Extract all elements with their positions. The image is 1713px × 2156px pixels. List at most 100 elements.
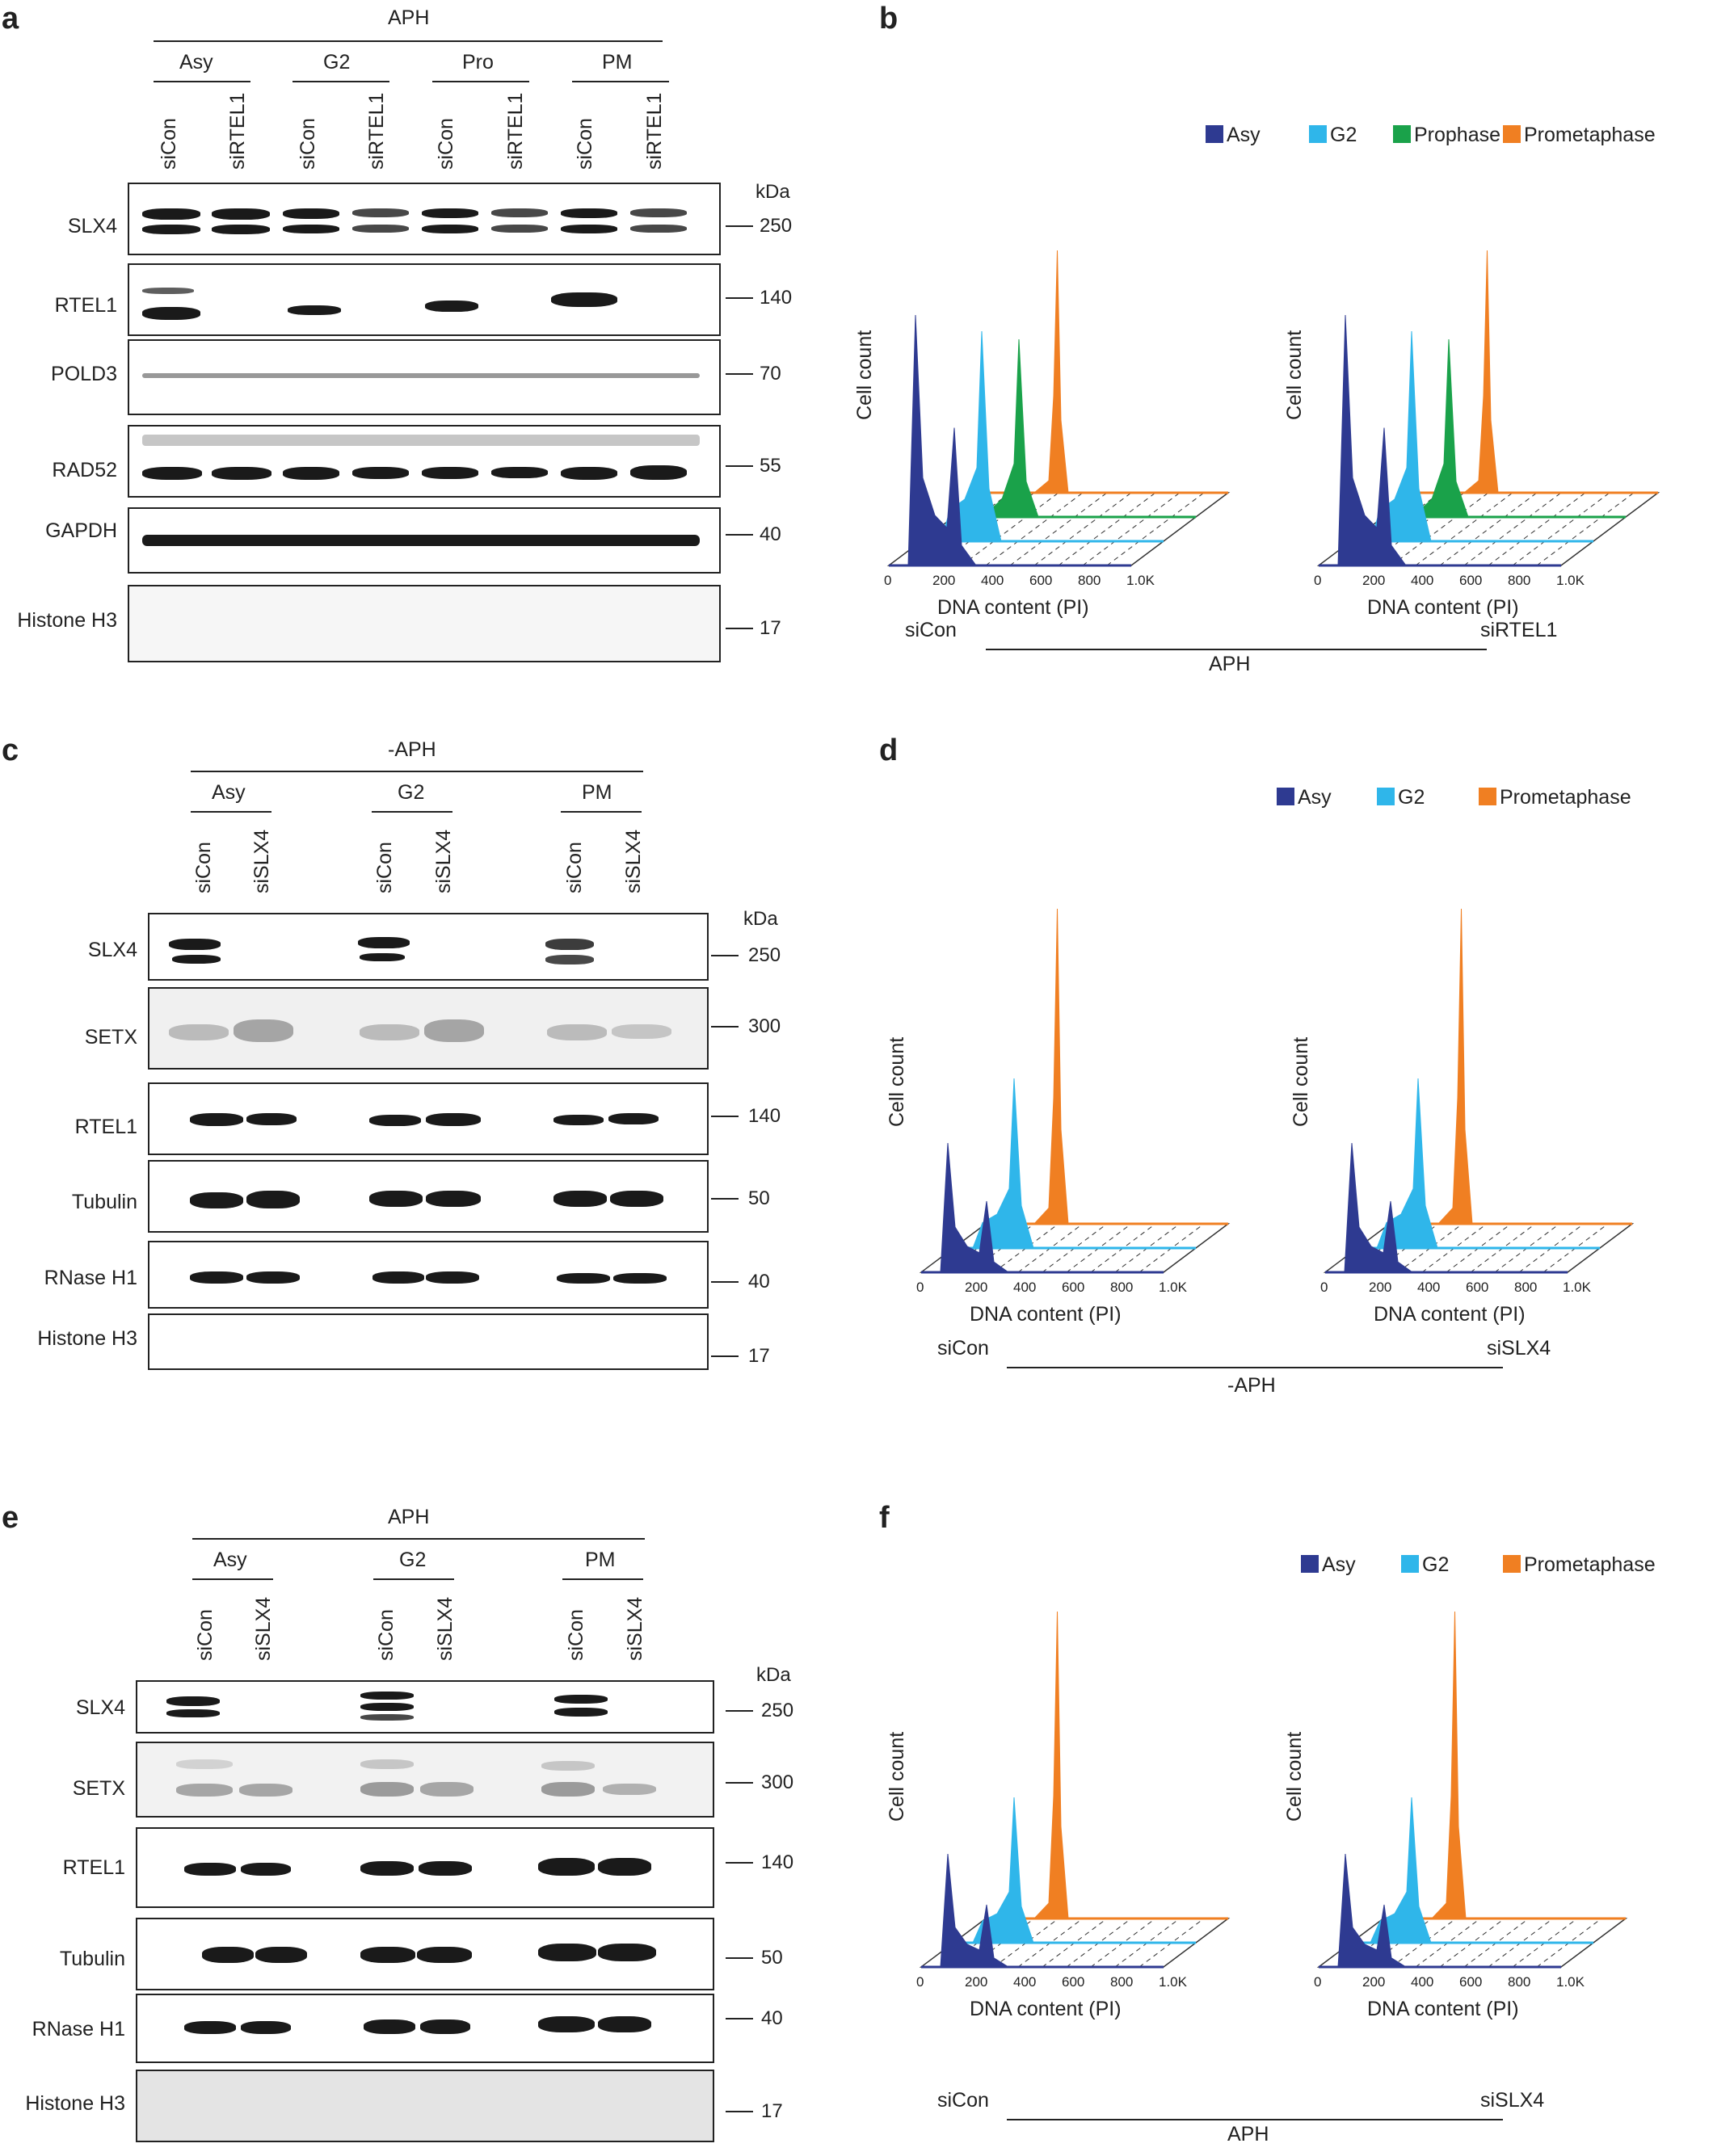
x-tick-label: 0 xyxy=(916,1280,924,1295)
panel-label: f xyxy=(879,1501,890,1535)
kda-tick xyxy=(726,628,753,629)
kda-value: 250 xyxy=(761,1700,794,1721)
condition-line xyxy=(154,40,663,42)
legend-swatch xyxy=(1377,788,1395,805)
x-tick-label: 400 xyxy=(1411,573,1433,588)
x-tick-label: 800 xyxy=(1514,1280,1537,1295)
x-tick-label: 800 xyxy=(1078,573,1101,588)
blot-histone-h3 xyxy=(136,2070,714,2142)
x-tick-label: 400 xyxy=(1411,1974,1433,1990)
group-line xyxy=(192,1578,273,1580)
grid-line xyxy=(1058,492,1156,566)
blot-tubulin xyxy=(136,1918,714,1990)
group-line xyxy=(432,81,529,82)
histogram-asy xyxy=(920,1853,1010,1968)
blot-slx4 xyxy=(128,183,721,255)
legend-label: Prometaphase xyxy=(1500,786,1631,809)
x-tick-label: 600 xyxy=(1062,1974,1084,1990)
row-label: SLX4 xyxy=(75,1696,125,1719)
x-tick-label: 0 xyxy=(1314,573,1321,588)
blot-tubulin xyxy=(148,1160,709,1233)
x-tick-label: 200 xyxy=(1362,573,1385,588)
x-tick-label: 0 xyxy=(1314,1974,1321,1990)
kda-tick xyxy=(711,1026,739,1028)
row-label: RAD52 xyxy=(52,459,117,481)
group-label: Pro xyxy=(462,51,494,74)
kda-value: 250 xyxy=(748,944,781,966)
grid-line xyxy=(1439,492,1538,566)
condition-line xyxy=(192,1538,645,1540)
lane-label: siRTEL1 xyxy=(643,92,666,170)
grid-line xyxy=(961,492,1059,566)
kda-tick xyxy=(711,1281,739,1283)
legend-swatch xyxy=(1393,125,1411,143)
kda-tick xyxy=(711,955,739,956)
lane-label: siRTEL1 xyxy=(504,92,527,170)
x-tick-label: 800 xyxy=(1110,1974,1133,1990)
kda-tick xyxy=(726,1710,753,1712)
row-label: SETX xyxy=(72,1777,125,1800)
legend-swatch xyxy=(1309,125,1327,143)
panel-label: e xyxy=(2,1501,19,1535)
group-line xyxy=(191,811,271,813)
flow-chart: Asy G2 Prometaphase 0 200 400 600 800 1.0K DNA co… xyxy=(886,1553,1656,2145)
sample-label: siCon xyxy=(905,619,957,641)
x-axis-label: DNA content (PI) xyxy=(970,1303,1122,1326)
x-tick-label: 400 xyxy=(981,573,1004,588)
panel-b: b Asy G2 Prophase Prometaphase 0 200 400 600 800… xyxy=(840,0,1713,703)
x-tick-label: 600 xyxy=(1459,573,1482,588)
row-label: RTEL1 xyxy=(54,294,117,317)
group-label: PM xyxy=(582,781,612,804)
grid-line xyxy=(1106,492,1205,566)
histogram-asy xyxy=(1318,1853,1408,1968)
x-tick-label: 200 xyxy=(1369,1280,1391,1295)
blot-rnase-h1 xyxy=(148,1241,709,1309)
x-tick-label: 600 xyxy=(1466,1280,1488,1295)
grid-line xyxy=(1391,492,1489,566)
panel-label: a xyxy=(2,2,19,36)
panel-label: d xyxy=(879,733,899,767)
flow-chart: Asy G2 Prophase Prometaphase 0 200 400 600 800 1.… xyxy=(853,124,1660,675)
grid-line xyxy=(1536,492,1635,566)
group-label: Asy xyxy=(212,781,246,804)
flow-chart: Asy G2 Prometaphase 0 200 400 600 800 1.0K DNA co… xyxy=(886,786,1635,1397)
group-label: Asy xyxy=(213,1549,247,1571)
sample-label: siSLX4 xyxy=(1487,1337,1551,1360)
x-tick-label: 1.0K xyxy=(1563,1280,1592,1295)
x-axis-label: DNA content (PI) xyxy=(1367,596,1519,619)
sample-label: siRTEL1 xyxy=(1480,619,1557,641)
condition-label: -APH xyxy=(1227,1374,1276,1397)
lane-label: siSLX4 xyxy=(432,829,455,893)
legend-label: G2 xyxy=(1422,1553,1449,1576)
lane-label: siCon xyxy=(192,842,215,893)
x-tick-label: 1.0K xyxy=(1556,573,1585,588)
x-axis-label: DNA content (PI) xyxy=(1374,1303,1526,1326)
histogram-prometaphase xyxy=(1463,250,1499,494)
legend-swatch xyxy=(1503,1555,1521,1573)
histogram-prometaphase xyxy=(1033,250,1069,494)
legend-label: Asy xyxy=(1227,124,1261,146)
kda-value: 250 xyxy=(760,215,793,237)
kda-value: 70 xyxy=(760,363,781,385)
y-axis-label: Cell count xyxy=(853,330,876,420)
blot-gapdh xyxy=(128,507,721,574)
kda-tick xyxy=(711,1355,739,1357)
row-label: SLX4 xyxy=(67,215,117,237)
kda-tick xyxy=(726,2018,753,2019)
panel-a: a APH Asy G2 Pro PM siCon siRTEL1 siCon … xyxy=(0,0,840,670)
lane-label: siRTEL1 xyxy=(365,92,388,170)
legend-swatch xyxy=(1277,788,1294,805)
lane-label: siSLX4 xyxy=(250,829,273,893)
legend-label: Asy xyxy=(1298,786,1332,809)
lane-label: siSLX4 xyxy=(624,1596,646,1661)
legend-swatch xyxy=(1206,125,1223,143)
condition-line xyxy=(191,771,643,772)
blot-histone-h3 xyxy=(128,585,721,662)
group-label: Asy xyxy=(179,51,213,74)
panel-label: c xyxy=(2,733,19,767)
y-axis-label: Cell count xyxy=(1283,1732,1306,1822)
x-tick-label: 600 xyxy=(1029,573,1052,588)
kda-tick xyxy=(726,1957,753,1959)
x-tick-label: 800 xyxy=(1110,1280,1133,1295)
blot-setx xyxy=(148,987,709,1070)
